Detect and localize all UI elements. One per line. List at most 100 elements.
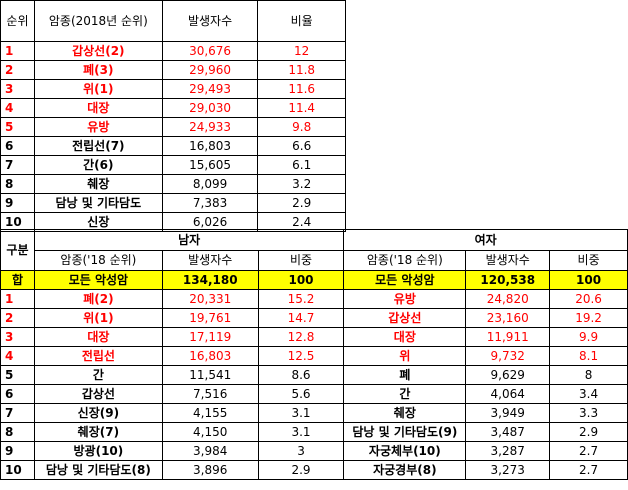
- female-count-cell: 24,820: [465, 289, 551, 309]
- table-row: 3 위(1) 29,493 11.6: [0, 79, 346, 99]
- count-cell: 29,030: [161, 98, 259, 118]
- table-row: 8 췌장 8,099 3.2: [0, 174, 346, 194]
- cancer-cell: 위(1): [33, 79, 163, 99]
- total-male-cancer: 모든 악성암: [33, 270, 163, 290]
- rank-cell: 6: [0, 384, 35, 404]
- table-row: 7 간(6) 15,605 6.1: [0, 155, 346, 175]
- female-share-cell: 20.6: [549, 289, 628, 309]
- table-row: 6 갑상선 7,516 5.6 간 4,064 3.4: [0, 384, 628, 404]
- female-share-cell: 2.7: [549, 460, 628, 480]
- male-share-cell: 5.6: [257, 384, 345, 404]
- rank-cell: 5: [0, 365, 35, 385]
- table-row: 7 신장(9) 4,155 3.1 췌장 3,949 3.3: [0, 403, 628, 423]
- table-row: 10 담낭 및 기타담도(8) 3,896 2.9 자궁경부(8) 3,273 2.7: [0, 460, 628, 480]
- ratio-cell: 2.9: [257, 193, 346, 213]
- table-row: 5 유방 24,933 9.8: [0, 117, 346, 137]
- female-cancer-cell: 간: [343, 384, 467, 404]
- sex-incidence-table: 구분 남자 여자 암종('18 순위) 발생자수 비중 암종('18 순위) 발…: [0, 229, 628, 480]
- total-female-cancer: 모든 악성암: [343, 270, 467, 290]
- female-count-header: 발생자수: [465, 249, 551, 271]
- ratio-cell: 12: [257, 41, 346, 61]
- male-cancer-cell: 담낭 및 기타담도(8): [33, 460, 163, 480]
- cancer-cell: 폐(3): [33, 60, 163, 80]
- male-count-cell: 3,896: [161, 460, 259, 480]
- table1-body: 1 갑상선(2) 30,676 12 2 폐(3) 29,960 11.8 3 위(1) 29,49…: [0, 41, 346, 232]
- male-count-header: 발생자수: [161, 249, 259, 271]
- female-cancer-cell: 위: [343, 346, 467, 366]
- male-cancer-cell: 대장: [33, 327, 163, 347]
- female-share-cell: 2.7: [549, 441, 628, 461]
- male-count-cell: 16,803: [161, 346, 259, 366]
- table-row: 9 방광(10) 3,984 3 자궁체부(10) 3,287 2.7: [0, 441, 628, 461]
- rank-cell: 8: [0, 174, 35, 194]
- total-male-count: 134,180: [161, 270, 259, 290]
- female-cancer-cell: 췌장: [343, 403, 467, 423]
- cancer-cell: 췌장: [33, 174, 163, 194]
- female-count-cell: 9,629: [465, 365, 551, 385]
- female-share-cell: 8.1: [549, 346, 628, 366]
- rank-cell: 7: [0, 403, 35, 423]
- rank-cell: 8: [0, 422, 35, 442]
- female-share-cell: 3.3: [549, 403, 628, 423]
- cancer-cell: 대장: [33, 98, 163, 118]
- cancer-cell: 갑상선(2): [33, 41, 163, 61]
- female-share-cell: 2.9: [549, 422, 628, 442]
- female-group-label: 여자: [343, 229, 628, 251]
- table-row: 2 폐(3) 29,960 11.8: [0, 60, 346, 80]
- male-cancer-cell: 신장(9): [33, 403, 163, 423]
- female-share-header: 비중: [549, 249, 628, 271]
- male-count-cell: 4,155: [161, 403, 259, 423]
- count-cell: 30,676: [161, 41, 259, 61]
- female-count-cell: 4,064: [465, 384, 551, 404]
- rank-cell: 1: [0, 41, 35, 61]
- male-count-cell: 19,761: [161, 308, 259, 328]
- table-row: 9 담낭 및 기타담도 7,383 2.9: [0, 193, 346, 213]
- rank-cell: 3: [0, 327, 35, 347]
- rank-cell: 9: [0, 441, 35, 461]
- cancer-cell: 유방: [33, 117, 163, 137]
- male-cancer-cell: 위(1): [33, 308, 163, 328]
- rank-cell: 3: [0, 79, 35, 99]
- header-rank: 순위: [0, 0, 35, 42]
- female-cancer-cell: 담낭 및 기타담도(9): [343, 422, 467, 442]
- table-row: 3 대장 17,119 12.8 대장 11,911 9.9: [0, 327, 628, 347]
- female-cancer-header: 암종('18 순위): [343, 249, 467, 271]
- total-male-share: 100: [257, 270, 345, 290]
- table-row: 6 전립선(7) 16,803 6.6: [0, 136, 346, 156]
- rank-cell: 10: [0, 460, 35, 480]
- female-share-cell: 3.4: [549, 384, 628, 404]
- male-share-cell: 12.5: [257, 346, 345, 366]
- table1-header-row: 순위 암종(2018년 순위) 발생자수 비율: [0, 0, 346, 42]
- ratio-cell: 11.8: [257, 60, 346, 80]
- rank-cell: 2: [0, 308, 35, 328]
- male-share-header: 비중: [257, 249, 345, 271]
- male-cancer-header: 암종('18 순위): [33, 249, 163, 271]
- table-row: 4 전립선 16,803 12.5 위 9,732 8.1: [0, 346, 628, 366]
- rank-cell: 4: [0, 98, 35, 118]
- group-label: 구분: [0, 229, 35, 271]
- female-cancer-cell: 자궁경부(8): [343, 460, 467, 480]
- header-ratio: 비율: [257, 0, 346, 42]
- count-cell: 29,960: [161, 60, 259, 80]
- total-row: 합 모든 악성암 134,180 100 모든 악성암 120,538 100: [0, 270, 628, 290]
- male-cancer-cell: 폐(2): [33, 289, 163, 309]
- total-label: 합: [0, 270, 35, 290]
- male-count-cell: 11,541: [161, 365, 259, 385]
- cancer-cell: 담낭 및 기타담도: [33, 193, 163, 213]
- male-count-cell: 20,331: [161, 289, 259, 309]
- female-share-cell: 8: [549, 365, 628, 385]
- count-cell: 8,099: [161, 174, 259, 194]
- male-share-cell: 2.9: [257, 460, 345, 480]
- female-share-cell: 9.9: [549, 327, 628, 347]
- ratio-cell: 11.4: [257, 98, 346, 118]
- ratio-cell: 6.1: [257, 155, 346, 175]
- table2-sub-header-row: 암종('18 순위) 발생자수 비중 암종('18 순위) 발생자수 비중: [1, 249, 628, 271]
- female-cancer-cell: 유방: [343, 289, 467, 309]
- male-cancer-cell: 전립선: [33, 346, 163, 366]
- male-cancer-cell: 방광(10): [33, 441, 163, 461]
- count-cell: 16,803: [161, 136, 259, 156]
- male-share-cell: 12.8: [257, 327, 345, 347]
- female-count-cell: 3,487: [465, 422, 551, 442]
- table-row: 5 간 11,541 8.6 폐 9,629 8: [0, 365, 628, 385]
- cancer-cell: 간(6): [33, 155, 163, 175]
